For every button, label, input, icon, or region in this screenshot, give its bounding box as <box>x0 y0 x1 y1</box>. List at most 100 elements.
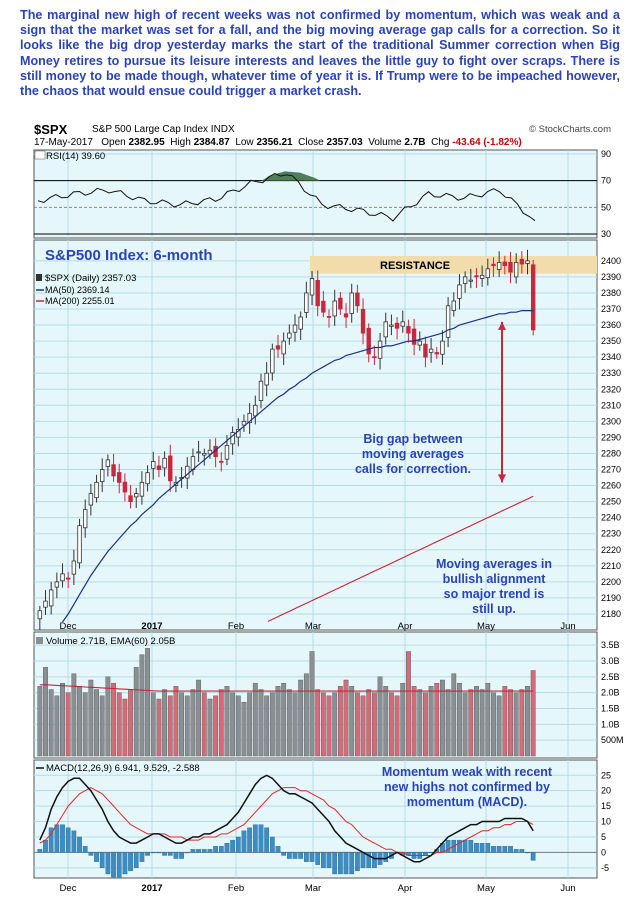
macd-histogram-bar <box>77 836 82 853</box>
price-tick-label: 2270 <box>601 465 621 475</box>
rsi-label: RSI(14) 39.60 <box>46 151 105 162</box>
price-candle <box>71 560 77 575</box>
price-candle <box>479 274 485 279</box>
price-candle <box>185 465 190 479</box>
price-candle <box>321 300 326 313</box>
price-legend-spx: $SPX (Daily) 2357.03 <box>45 273 136 284</box>
volume-bar <box>530 670 536 757</box>
volume-bar <box>491 692 496 757</box>
volume-bar <box>400 682 406 757</box>
price-candle <box>383 321 388 338</box>
price-legend-ma50: MA(50) 2369.14 <box>45 285 110 295</box>
macd-histogram-bar <box>496 846 502 853</box>
price-tick-label: 2260 <box>601 481 621 491</box>
price-candle <box>281 340 286 355</box>
macd-signal-line <box>39 787 534 856</box>
price-tick-label: 2390 <box>601 272 621 282</box>
price-candle <box>462 276 468 284</box>
volume-tick-label: 500M <box>601 735 624 745</box>
macd-histogram-bar <box>94 852 99 862</box>
macd-histogram-bar <box>196 849 201 853</box>
volume-legend-swatch <box>36 637 43 644</box>
volume-bar <box>309 651 315 757</box>
volume-bar <box>286 689 292 757</box>
price-candle <box>151 461 156 469</box>
macd-histogram-bar <box>111 852 116 878</box>
macd-histogram-bar <box>133 852 139 868</box>
macd-histogram-bar <box>292 852 298 859</box>
price-candle <box>315 279 320 307</box>
rsi-tick-label: 30 <box>601 229 611 239</box>
macd-histogram-bar <box>360 852 366 868</box>
price-tick-label: 2220 <box>601 545 621 555</box>
macd-label: MACD(12,26,9) 6.941, 9.529, -2.588 <box>46 763 200 774</box>
macd-histogram-bar <box>474 842 479 853</box>
open-value: 2382.95 <box>128 137 165 148</box>
price-candle <box>440 340 445 355</box>
macd-histogram-bar <box>128 852 133 872</box>
resistance-label: RESISTANCE <box>380 260 450 272</box>
macd-histogram-bar <box>366 852 372 868</box>
price-candle <box>258 380 264 401</box>
price-candle <box>219 460 224 463</box>
macd-annotation: Momentum weak with recent new highs not c… <box>382 765 553 809</box>
volume-bar <box>354 692 360 757</box>
macd-histogram-bar <box>247 827 252 853</box>
volume-bar <box>201 692 207 757</box>
volume-bar <box>371 692 377 757</box>
macd-x-tick-label: Feb <box>228 883 244 894</box>
price-candle <box>411 328 417 345</box>
close-value: 2357.03 <box>326 137 363 148</box>
price-tick-label: 2310 <box>601 400 621 410</box>
macd-histogram-bar <box>184 852 190 854</box>
price-candle <box>145 472 150 485</box>
macd-histogram-bar <box>213 846 218 853</box>
rsi-tick-label: 70 <box>601 176 611 186</box>
close-label: Close <box>298 137 324 148</box>
price-candle <box>451 300 456 311</box>
macd-histogram-bar <box>479 842 485 853</box>
macd-histogram-bar <box>241 830 247 853</box>
price-x-tick-label: Dec <box>60 621 77 632</box>
price-candle <box>491 263 496 267</box>
volume-bar <box>116 692 122 757</box>
macd-histogram-bar <box>150 852 156 854</box>
high-value: 2384.87 <box>193 137 230 148</box>
macd-histogram-bar <box>201 849 207 853</box>
volume-bar <box>190 689 196 757</box>
price-tick-label: 2180 <box>601 609 621 619</box>
copyright-label: © StockCharts.com <box>529 124 611 135</box>
macd-x-tick-label: Dec <box>60 883 77 894</box>
volume-bar <box>184 695 190 757</box>
volume-tick-label: 1.0B <box>601 719 620 729</box>
price-candle <box>275 345 281 350</box>
price-candle <box>230 432 235 445</box>
macd-histogram-bar <box>139 852 145 862</box>
rsi-tick-label: 50 <box>601 202 611 212</box>
macd-histogram-bar <box>54 824 60 853</box>
volume-bar <box>434 682 440 757</box>
price-legend-ma200: MA(200) 2255.01 <box>45 296 115 306</box>
macd-histogram-bar <box>156 852 162 854</box>
price-x-tick-label: Jun <box>560 621 575 632</box>
low-value: 2356.21 <box>256 137 293 148</box>
macd-x-tick-label: 2017 <box>141 883 162 894</box>
price-tick-label: 2400 <box>601 256 621 266</box>
macd-x-tick-label: May <box>477 883 495 894</box>
ma50-line <box>62 310 534 623</box>
macd-histogram-bar <box>372 852 377 868</box>
price-candle <box>502 261 508 267</box>
price-candle <box>508 262 513 273</box>
macd-histogram-bar <box>105 852 111 875</box>
volume-bar <box>406 651 411 757</box>
volume-bar <box>519 689 525 757</box>
price-tick-label: 2340 <box>601 352 621 362</box>
volume-bar <box>337 686 343 757</box>
volume-bar <box>48 689 54 757</box>
price-candle <box>530 264 536 331</box>
index-name: S&P 500 Large Cap Index INDX <box>92 124 235 135</box>
price-candle <box>100 469 105 482</box>
price-candle <box>366 327 371 355</box>
volume-bar <box>360 695 366 757</box>
